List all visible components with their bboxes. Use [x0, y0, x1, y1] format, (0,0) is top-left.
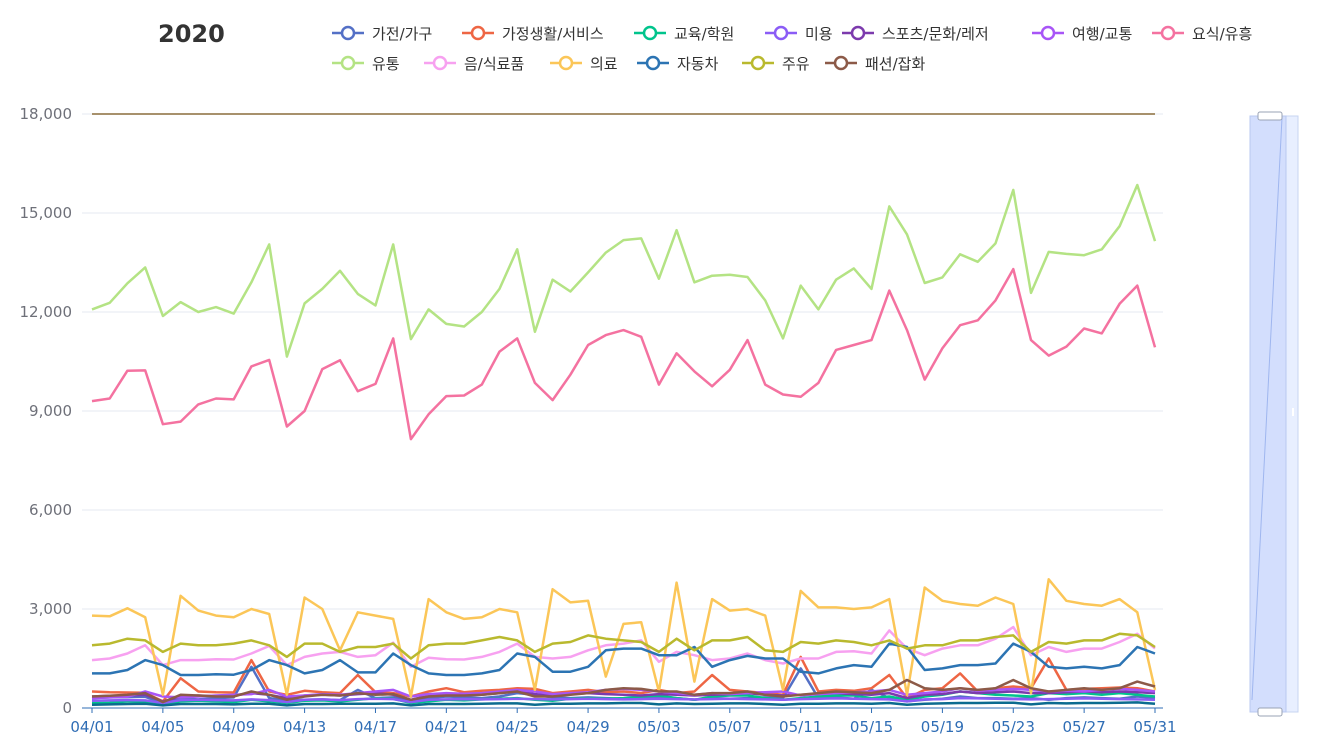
legend-label: 요식/유흥	[1192, 24, 1253, 43]
x-tick-label: 04/01	[70, 718, 113, 736]
y-tick-label: 12,000	[20, 303, 73, 321]
series-line-13	[91, 701, 1156, 707]
legend-item[interactable]: 여행/교통	[1030, 22, 1132, 44]
legend-label: 패션/잡화	[865, 54, 926, 73]
series-lines	[91, 113, 1157, 707]
legend-swatch-icon	[1152, 25, 1184, 41]
legend-label: 가전/가구	[372, 24, 433, 43]
x-tick-label: 05/19	[921, 718, 964, 736]
x-tick-label: 04/05	[141, 718, 184, 736]
grid-lines	[82, 113, 1163, 709]
x-tick-label: 04/29	[566, 718, 609, 736]
legend-item[interactable]: 패션/잡화	[823, 52, 925, 74]
x-tick-label: 05/27	[1063, 718, 1106, 736]
y-tick-label: 0	[62, 699, 72, 717]
y-tick-label: 9,000	[29, 402, 72, 420]
legend-swatch-icon	[742, 55, 774, 71]
legend-item[interactable]: 스포츠/문화/레저	[840, 22, 989, 44]
legend-item[interactable]: 의료	[548, 52, 618, 74]
x-tick-label: 04/25	[496, 718, 539, 736]
x-tick-label: 04/09	[212, 718, 255, 736]
legend-item[interactable]: 미용	[763, 22, 833, 44]
legend-swatch-icon	[842, 25, 874, 41]
legend-swatch-icon	[424, 55, 456, 71]
legend-label: 주유	[782, 54, 810, 73]
legend-label: 자동차	[677, 54, 719, 73]
chart-title: 2020	[158, 20, 225, 48]
zoom-grip-icon	[1292, 408, 1294, 416]
zoom-handle-bottom[interactable]	[1257, 707, 1283, 717]
series-line-의료	[91, 578, 1157, 698]
x-tick-label: 04/17	[354, 718, 397, 736]
y-tick-label: 6,000	[29, 501, 72, 519]
zoom-handle-top[interactable]	[1257, 111, 1283, 121]
series-line-미용	[91, 696, 1156, 705]
legend-item[interactable]: 교육/학원	[632, 22, 734, 44]
legend-swatch-icon	[634, 25, 666, 41]
legend-label: 가정생활/서비스	[502, 24, 604, 43]
x-tick-label: 05/31	[1133, 718, 1176, 736]
legend-item[interactable]: 음/식료품	[422, 52, 524, 74]
legend-item[interactable]: 가정생활/서비스	[460, 22, 604, 44]
y-tick-label: 3,000	[29, 600, 72, 618]
y-axis: 0 3,000 6,000 9,000 12,000 15,000 18,000	[20, 105, 73, 717]
legend-item[interactable]: 자동차	[635, 52, 718, 74]
zoom-window	[1249, 115, 1287, 713]
x-tick-label: 04/13	[283, 718, 326, 736]
x-tick-label: 05/07	[708, 718, 751, 736]
legend-label: 의료	[590, 54, 618, 73]
x-axis: 04/01 04/05 04/09 04/13 04/17 04/21 04/25 04/29…	[70, 707, 1177, 736]
legend-label: 미용	[805, 24, 833, 43]
x-tick-label: 05/11	[779, 718, 822, 736]
series-line-요식/유흥	[91, 267, 1157, 441]
legend-swatch-icon	[332, 55, 364, 71]
legend-swatch-icon	[462, 25, 494, 41]
series-line-패션/잡화	[91, 678, 1156, 704]
legend-label: 유통	[372, 54, 400, 73]
legend-swatch-icon	[1032, 25, 1064, 41]
x-tick-label: 05/15	[850, 718, 893, 736]
legend-swatch-icon	[825, 55, 857, 71]
legend-swatch-icon	[332, 25, 364, 41]
series-line-주유	[91, 632, 1156, 660]
series-line-유통	[91, 183, 1157, 358]
legend-label: 스포츠/문화/레저	[882, 24, 989, 43]
legend-item[interactable]: 유통	[330, 52, 400, 74]
legend-swatch-icon	[637, 55, 669, 71]
legend-label: 여행/교통	[1072, 24, 1133, 43]
series-line-자동차	[92, 642, 1156, 677]
y-tick-label: 15,000	[20, 204, 73, 222]
x-tick-label: 04/21	[425, 718, 468, 736]
x-tick-label: 05/03	[637, 718, 680, 736]
legend-item[interactable]: 요식/유흥	[1150, 22, 1252, 44]
x-tick-label: 05/23	[992, 718, 1035, 736]
legend-label: 음/식료품	[464, 54, 525, 73]
data-zoom-slider[interactable]	[1249, 111, 1299, 717]
legend-item[interactable]: 가전/가구	[330, 22, 432, 44]
legend-swatch-icon	[765, 25, 797, 41]
y-tick-label: 18,000	[20, 105, 73, 123]
legend-item[interactable]: 주유	[740, 52, 810, 74]
zoom-shadow-line	[1251, 117, 1283, 701]
legend-swatch-icon	[550, 55, 582, 71]
legend-label: 교육/학원	[674, 24, 735, 43]
